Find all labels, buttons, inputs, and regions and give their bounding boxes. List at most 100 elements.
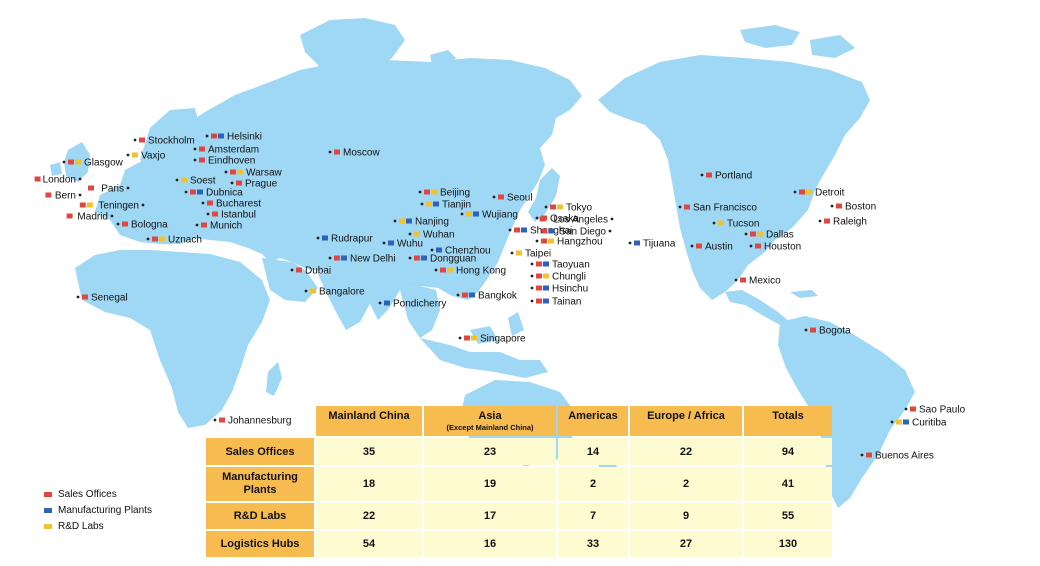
- location-chungli: Chungli: [530, 272, 586, 283]
- manufacturing-marker: [903, 419, 909, 425]
- location-dot: [535, 239, 539, 243]
- location-dot: [146, 237, 150, 241]
- location-uznach: Uznach: [146, 235, 202, 246]
- column-label: Europe / Africa: [647, 410, 725, 422]
- location-mexico: Mexico: [734, 276, 781, 287]
- location-label: Taoyuan: [552, 260, 590, 271]
- location-dot: [328, 256, 332, 260]
- sales-marker: [88, 185, 94, 191]
- location-label: Curitiba: [912, 418, 947, 429]
- location-hong-kong: Hong Kong: [434, 266, 506, 277]
- table-row: Manufacturing Plants 18 19 2 2 41: [206, 467, 832, 501]
- location-label: Dongguan: [430, 254, 476, 265]
- sales-marker: [34, 176, 41, 182]
- location-dot: [224, 170, 228, 174]
- table-header-row: Mainland China Asia (Except Mainland Chin…: [206, 406, 832, 436]
- location-label: Chungli: [552, 272, 586, 283]
- location-label: Seoul: [507, 193, 533, 204]
- location-label: Munich: [210, 221, 242, 232]
- location-singapore: Singapore: [458, 334, 526, 345]
- location-label: Los Angeles: [554, 215, 609, 226]
- column-header: Americas: [558, 406, 628, 436]
- sales-marker: [211, 133, 217, 139]
- location-label: Bangalore: [319, 287, 365, 298]
- location-hsinchu: Hsinchu: [530, 284, 588, 295]
- table-corner: [206, 406, 314, 436]
- rnd-marker: [543, 273, 549, 279]
- location-paris: Paris: [88, 184, 130, 195]
- location-label: Helsinki: [227, 132, 262, 143]
- location-buenos-aires: Buenos Aires: [860, 451, 934, 462]
- rnd-marker: [757, 231, 763, 237]
- manufacturing-marker: [421, 255, 427, 261]
- location-dubai: Dubai: [290, 266, 331, 277]
- location-dot: [316, 236, 320, 240]
- location-dot: [213, 418, 217, 422]
- location-dallas: Dallas: [744, 230, 794, 241]
- location-tianjin: Tianjin: [420, 200, 471, 211]
- sales-marker: [740, 277, 746, 283]
- location-bogota: Bogota: [804, 326, 851, 337]
- column-label: Mainland China: [328, 410, 410, 422]
- location-moscow: Moscow: [328, 148, 380, 159]
- sales-marker: [539, 216, 546, 222]
- location-dot: [205, 134, 209, 138]
- location-label: New Delhi: [350, 254, 396, 265]
- sales-marker: [212, 211, 218, 217]
- rnd-marker: [447, 267, 453, 273]
- location-label: Austin: [705, 242, 733, 253]
- sales-marker: [866, 452, 872, 458]
- location-dot: [175, 178, 179, 182]
- location-wujiang: Wujiang: [460, 210, 518, 221]
- location-tucson: Tucson: [712, 219, 759, 230]
- table-cell: 17: [424, 503, 556, 529]
- location-label: Raleigh: [833, 217, 867, 228]
- sales-marker: [82, 294, 88, 300]
- location-dot: [206, 212, 210, 216]
- location-label: Dallas: [766, 230, 794, 241]
- location-label: Pondicherry: [393, 299, 446, 310]
- location-label: Chenzhou: [445, 246, 491, 257]
- location-dot: [700, 173, 704, 177]
- legend-label: Manufacturing Plants: [58, 504, 152, 516]
- table-cell: 23: [424, 438, 556, 465]
- location-dot: [544, 205, 548, 209]
- sales-marker: [464, 335, 470, 341]
- location-dot: [393, 219, 397, 223]
- sales-marker: [296, 267, 302, 273]
- manufacturing-marker: [388, 240, 394, 246]
- location-raleigh: Raleigh: [818, 217, 867, 228]
- location-label: Hong Kong: [456, 266, 506, 277]
- legend-item-rnd: R&D Labs: [44, 518, 152, 534]
- sales-marker: [684, 204, 690, 210]
- location-chenzhou: Chenzhou: [430, 246, 491, 257]
- table-cell: 35: [316, 438, 422, 465]
- location-label: Houston: [764, 242, 801, 253]
- location-label: Johannesburg: [228, 416, 291, 427]
- location-label: Wuhan: [423, 230, 455, 241]
- location-dot: [133, 138, 137, 142]
- location-seoul: Seoul: [492, 193, 533, 204]
- manufacturing-marker: [197, 189, 203, 195]
- row-header: R&D Labs: [206, 503, 314, 529]
- location-bangalore: Bangalore: [304, 287, 365, 298]
- table-cell: 22: [630, 438, 742, 465]
- location-label: Hangzhou: [557, 237, 603, 248]
- location-detroit: Detroit: [793, 188, 845, 199]
- location-dot: [860, 453, 864, 457]
- sales-marker: [810, 327, 816, 333]
- location-los-angeles: Los Angeles: [539, 215, 614, 226]
- location-dot: [904, 407, 908, 411]
- sales-marker: [462, 292, 468, 298]
- location-dot: [456, 293, 460, 297]
- column-header: Asia (Except Mainland China): [424, 406, 556, 436]
- location-houston: Houston: [749, 242, 801, 253]
- column-header: Mainland China: [316, 406, 422, 436]
- location-label: Tijuana: [643, 239, 676, 250]
- sales-marker: [536, 261, 542, 267]
- legend-label: Sales Offices: [58, 488, 117, 500]
- location-dot: [78, 177, 82, 181]
- sales-marker: [824, 218, 830, 224]
- table-cell: 27: [630, 531, 742, 557]
- manufacturing-marker: [433, 201, 439, 207]
